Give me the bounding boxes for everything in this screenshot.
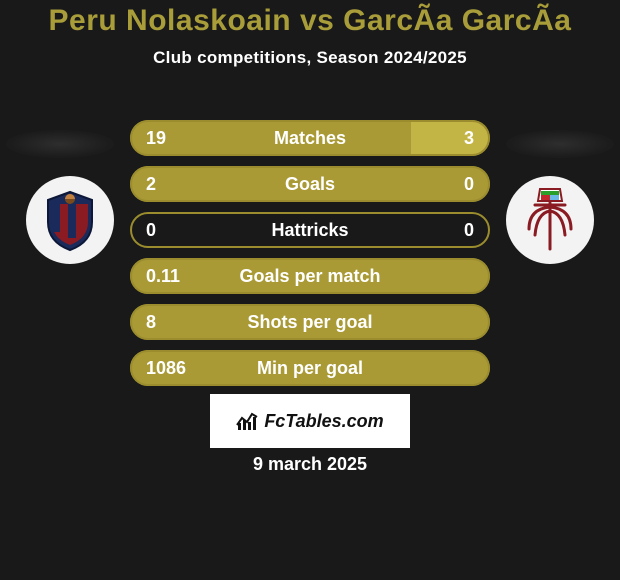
stat-value-left: 1086 (130, 350, 202, 386)
stat-value-left: 0 (130, 212, 172, 248)
stat-value-right: 3 (448, 120, 490, 156)
stat-value-right: 0 (448, 166, 490, 202)
stat-label: Matches (130, 120, 490, 156)
celta-crest-icon (515, 185, 585, 255)
stat-value-left: 19 (130, 120, 182, 156)
stat-row: Matches19 3 (130, 120, 490, 156)
brand-chart-icon (236, 411, 258, 431)
brand-text: FcTables.com (264, 411, 383, 432)
stat-label: Shots per goal (130, 304, 490, 340)
stat-value-right (458, 258, 490, 294)
stat-value-left: 0.11 (130, 258, 196, 294)
shadow-left (6, 130, 114, 158)
subtitle: Club competitions, Season 2024/2025 (0, 48, 620, 68)
stat-label: Hattricks (130, 212, 490, 248)
stat-label: Goals (130, 166, 490, 202)
stat-value-left: 2 (130, 166, 172, 202)
stat-value-left: 8 (130, 304, 172, 340)
stat-value-right (458, 304, 490, 340)
shadow-right (506, 130, 614, 158)
stat-value-right: 0 (448, 212, 490, 248)
comparison-card: Peru Nolaskoain vs GarcÃ­a GarcÃ­a Club … (0, 0, 620, 580)
stats-bars: Matches193Goals20Hattricks00Goals per ma… (130, 120, 490, 396)
date-text: 9 march 2025 (0, 454, 620, 475)
stat-value-right (458, 350, 490, 386)
stat-row: Goals per match0.11 (130, 258, 490, 294)
page-title: Peru Nolaskoain vs GarcÃ­a GarcÃ­a (0, 0, 620, 38)
brand-box: FcTables.com (210, 394, 410, 448)
stat-row: Min per goal1086 (130, 350, 490, 386)
stat-row: Goals2 0 (130, 166, 490, 202)
club-badge-right (506, 176, 594, 264)
eibar-crest-icon (38, 188, 102, 252)
stat-row: Shots per goal8 (130, 304, 490, 340)
club-badge-left (26, 176, 114, 264)
stat-row: Hattricks0 0 (130, 212, 490, 248)
